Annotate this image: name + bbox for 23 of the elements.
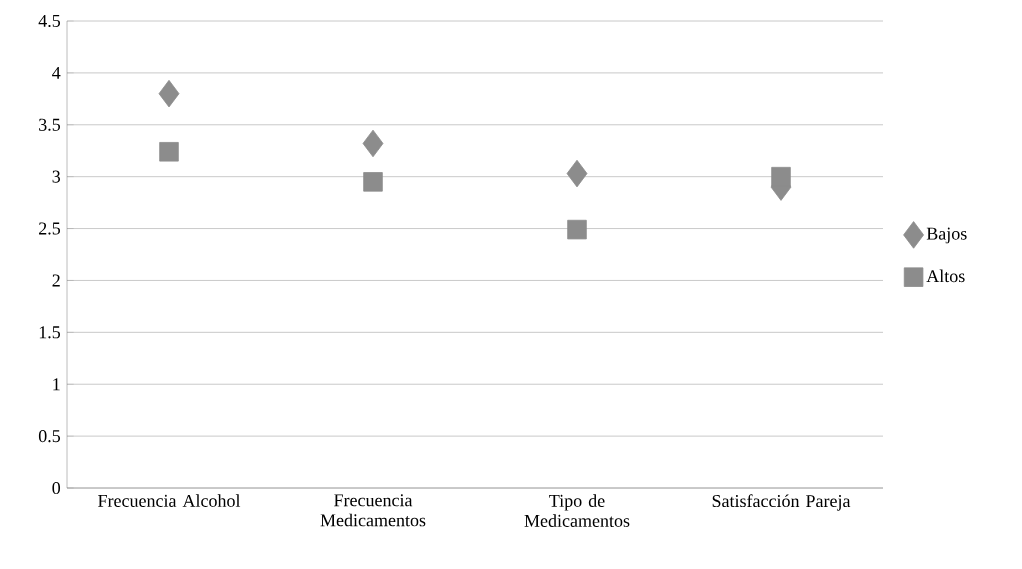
point [566, 159, 588, 188]
y-tick-label: 0 [52, 481, 61, 495]
point [771, 166, 791, 187]
y-tick-label: 2 [52, 274, 60, 287]
y-tick-label: 1 [53, 378, 60, 391]
point [363, 172, 383, 192]
point [362, 129, 384, 158]
y-tick-label: 0.5 [38, 429, 61, 443]
point [159, 142, 179, 162]
point [567, 219, 587, 240]
x-tick-label: Frecuencia Medicamentos [320, 494, 426, 527]
y-tick-label: 1.5 [39, 326, 61, 339]
legend-label: Altos [926, 269, 965, 283]
point [158, 79, 180, 108]
y-tick-label: 3.5 [39, 118, 61, 131]
y-tick-label: 4 [52, 66, 61, 79]
y-tick-label: 3 [52, 170, 61, 183]
y-tick-label: 4.5 [38, 14, 61, 28]
x-tick-label: Tipo de Medicamentos [524, 494, 630, 527]
x-tick-label: Frecuencia Alcohol [98, 494, 241, 507]
legend-label: Bajos [926, 227, 967, 244]
y-tick-label: 2.5 [39, 222, 61, 235]
x-tick-label: Satisfacción Pareja [712, 494, 851, 511]
